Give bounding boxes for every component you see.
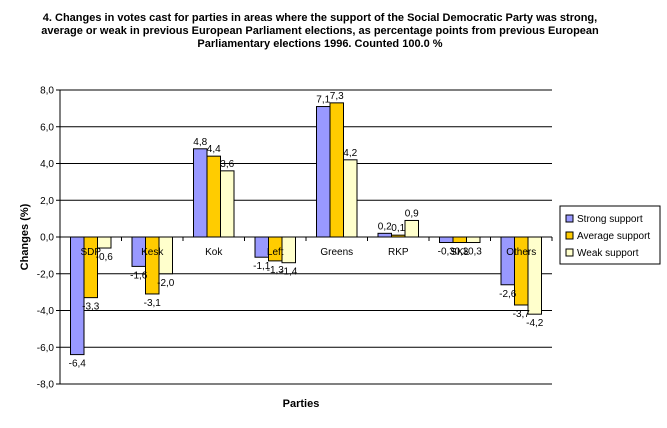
category-label: Kok: [205, 247, 223, 258]
legend-swatch: [565, 231, 574, 240]
bar-skl-weak-support: [466, 236, 481, 244]
data-label: -0,3: [451, 247, 469, 258]
y-tick-label: 8,0: [40, 86, 54, 97]
legend-label: Strong support: [577, 214, 643, 225]
y-tick-label: -2,0: [37, 269, 55, 280]
category-label: SKL: [450, 247, 469, 258]
bar-kok-strong-support: [193, 148, 208, 238]
y-tick-label: 0,0: [40, 233, 54, 244]
data-label: -0,3: [438, 247, 456, 258]
category-label: SDP: [80, 247, 101, 258]
y-tick-label: -4,0: [37, 306, 55, 317]
category-label: Left: [267, 247, 284, 258]
data-label: -3,7: [513, 309, 531, 320]
category-label: Greens: [320, 247, 353, 258]
legend-swatch: [565, 248, 574, 257]
data-label: 7,3: [330, 91, 344, 102]
bar-greens-weak-support: [343, 159, 358, 238]
data-label: -2,6: [499, 289, 517, 300]
bar-greens-strong-support: [316, 106, 331, 238]
data-label: 4,8: [193, 137, 207, 148]
data-label: 4,2: [343, 148, 357, 159]
bar-others-strong-support: [500, 236, 515, 286]
bar-skl-average-support: [452, 236, 467, 244]
x-axis-title: Parties: [283, 398, 320, 410]
legend-swatch: [565, 214, 574, 223]
bar-greens-average-support: [329, 102, 344, 238]
legend-label: Average support: [577, 231, 650, 242]
data-label: -4,2: [526, 318, 544, 329]
bar-left-weak-support: [281, 236, 296, 264]
data-label: -1,4: [280, 267, 298, 278]
bar-rkp-strong-support: [377, 232, 392, 238]
category-label: RKP: [388, 247, 409, 258]
legend-label: Weak support: [577, 248, 639, 259]
y-tick-label: -6,0: [37, 343, 55, 354]
data-label: 0,2: [378, 221, 392, 232]
bar-kok-weak-support: [220, 170, 235, 238]
data-label: -0,3: [465, 247, 483, 258]
data-label: -2,0: [157, 278, 175, 289]
bar-kok-average-support: [206, 155, 221, 238]
legend-box: [559, 205, 661, 265]
category-label: Kesk: [141, 247, 164, 258]
category-label: Others: [506, 247, 536, 258]
data-label: -1,1: [253, 261, 271, 272]
y-tick-label: 4,0: [40, 159, 54, 170]
data-label: -6,4: [69, 359, 87, 370]
y-tick-label: 2,0: [40, 196, 54, 207]
data-label: -3,3: [82, 302, 100, 313]
data-label: -1,3: [267, 265, 285, 276]
y-tick-label: 6,0: [40, 122, 54, 133]
data-label: 7,1: [316, 95, 330, 106]
data-label: -3,1: [144, 298, 162, 309]
data-label: -1,6: [130, 270, 148, 281]
y-tick-label: -8,0: [37, 380, 55, 391]
data-label: 0,1: [391, 223, 405, 234]
data-label: -0,6: [96, 252, 114, 263]
data-label: 4,4: [207, 144, 221, 155]
chart-title: 4. Changes in votes cast for parties in …: [41, 12, 599, 50]
bar-rkp-weak-support: [404, 219, 419, 238]
y-axis-title: Changes (%): [19, 203, 31, 270]
bar-skl-strong-support: [439, 236, 454, 244]
data-label: 0,9: [405, 208, 419, 219]
data-label: 3,6: [220, 159, 234, 170]
